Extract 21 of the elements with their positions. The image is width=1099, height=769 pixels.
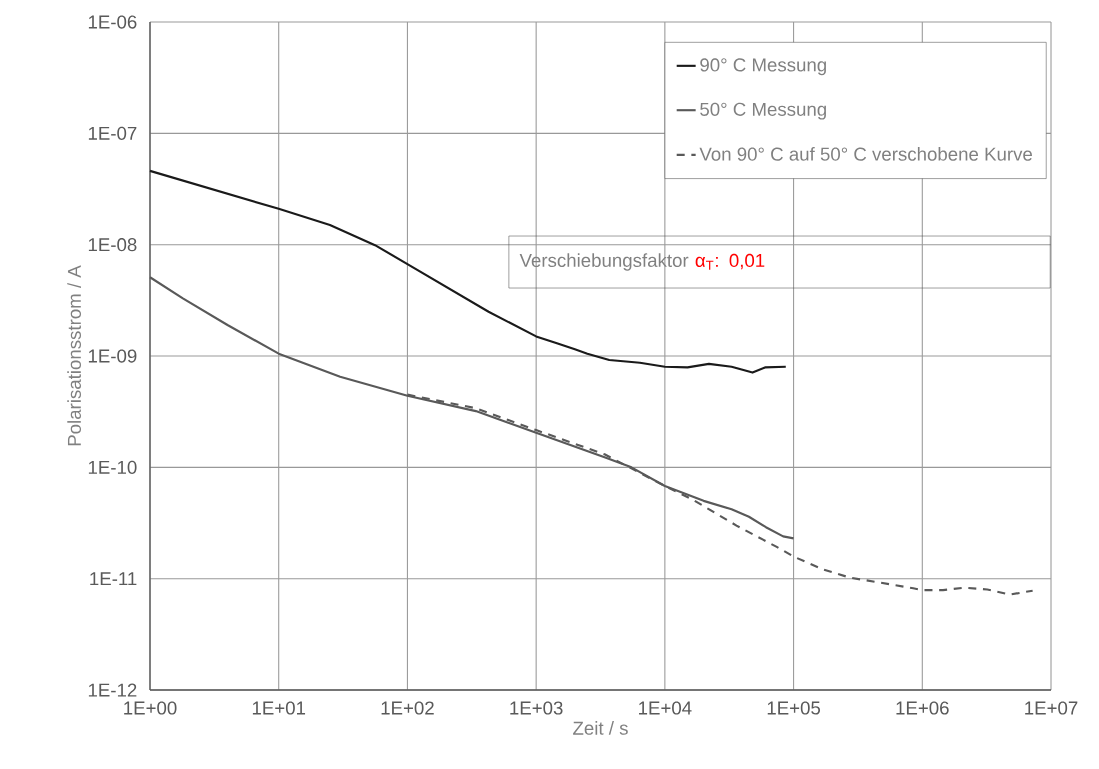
x-tick-label: 1E+07 <box>1025 701 1078 715</box>
x-tick-label: 1E+05 <box>767 701 821 715</box>
y-tick-label: 1E-10 <box>88 460 137 474</box>
legend-label: 90° C Messung <box>700 58 826 76</box>
x-tick-label: 1E+02 <box>381 701 434 715</box>
x-tick-label: 1E+00 <box>124 701 177 715</box>
annotation: α$_{T}$: 0,01 <box>695 253 765 270</box>
y-tick-label: 1E-07 <box>88 126 137 140</box>
y-tick-label: 1E-12 <box>88 683 137 697</box>
y-tick-label: 1E-06 <box>88 15 137 29</box>
y-tick-label: 1E-11 <box>90 572 137 586</box>
y-tick-label: 1E-09 <box>88 349 137 363</box>
y-tick-label: 1E-08 <box>88 238 137 252</box>
x-tick-label: 1E+03 <box>510 701 563 715</box>
x-tick-label: 1E+01 <box>252 701 306 715</box>
x-tick-label: 1E+06 <box>896 701 949 715</box>
x-axis-title: Zeit / s <box>573 721 628 735</box>
y-axis-title: Polarisationsstrom / A <box>67 265 81 446</box>
legend-label: Von 90° C auf 50° C verschobene Kurve <box>699 147 1033 161</box>
x-tick-label: 1E+04 <box>639 701 692 715</box>
legend-label: 50° C Messung <box>700 102 826 120</box>
